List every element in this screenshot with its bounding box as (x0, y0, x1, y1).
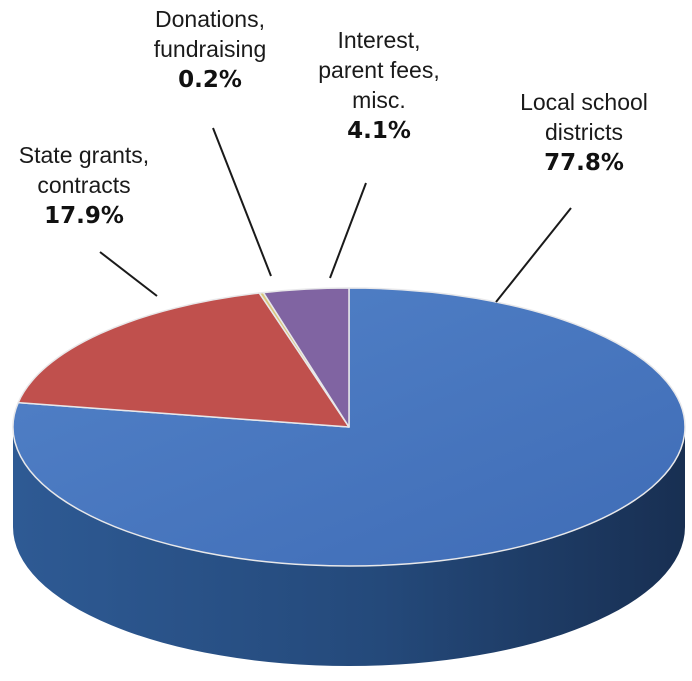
slice-name-text: fundraising (154, 36, 267, 62)
pie-side-layer (13, 427, 685, 666)
leader-line-donations-fundraising (212, 127, 272, 277)
leader-line-interest-parent-fees-misc (329, 182, 367, 279)
slice-state-grants-contracts (17, 292, 350, 428)
slice-label-interest-parent-fees-misc: Interest, parent fees, misc. 4.1% (318, 27, 439, 144)
leader-lines (99, 127, 572, 303)
slice-name-text: contracts (37, 172, 130, 198)
slice-interest-parent-fees-misc (262, 287, 350, 428)
slice-name-text: Donations, (155, 6, 265, 32)
slice-label-local-school-districts: Local school districts 77.8% (520, 89, 648, 176)
leader-line-state-grants-contracts (99, 251, 158, 297)
slice-name-text: State grants, (19, 142, 149, 168)
leader-line-local-school-districts (495, 207, 572, 303)
slice-name-text: Interest, (337, 27, 420, 53)
slice-labels: Local school districts 77.8% State grants, c… (19, 6, 648, 229)
slice-name-text: parent fees, (318, 57, 439, 83)
slice-value-label: 0.2% (178, 67, 242, 93)
slice-name-text: districts (545, 119, 623, 145)
slice-local-school-districts (12, 287, 686, 567)
slice-name-text: misc. (352, 87, 406, 113)
slice-value-label: 4.1% (347, 118, 411, 144)
slice-value-label: 17.9% (44, 203, 124, 229)
slice-label-state-grants-contracts: State grants, contracts 17.9% (19, 142, 149, 229)
slice-value-label: 77.8% (544, 150, 624, 176)
slice-side-local-school-districts (13, 427, 685, 666)
slice-name-text: Local school (520, 89, 648, 115)
pie-top-layer (12, 287, 686, 567)
slice-label-donations-fundraising: Donations, fundraising 0.2% (154, 6, 267, 93)
